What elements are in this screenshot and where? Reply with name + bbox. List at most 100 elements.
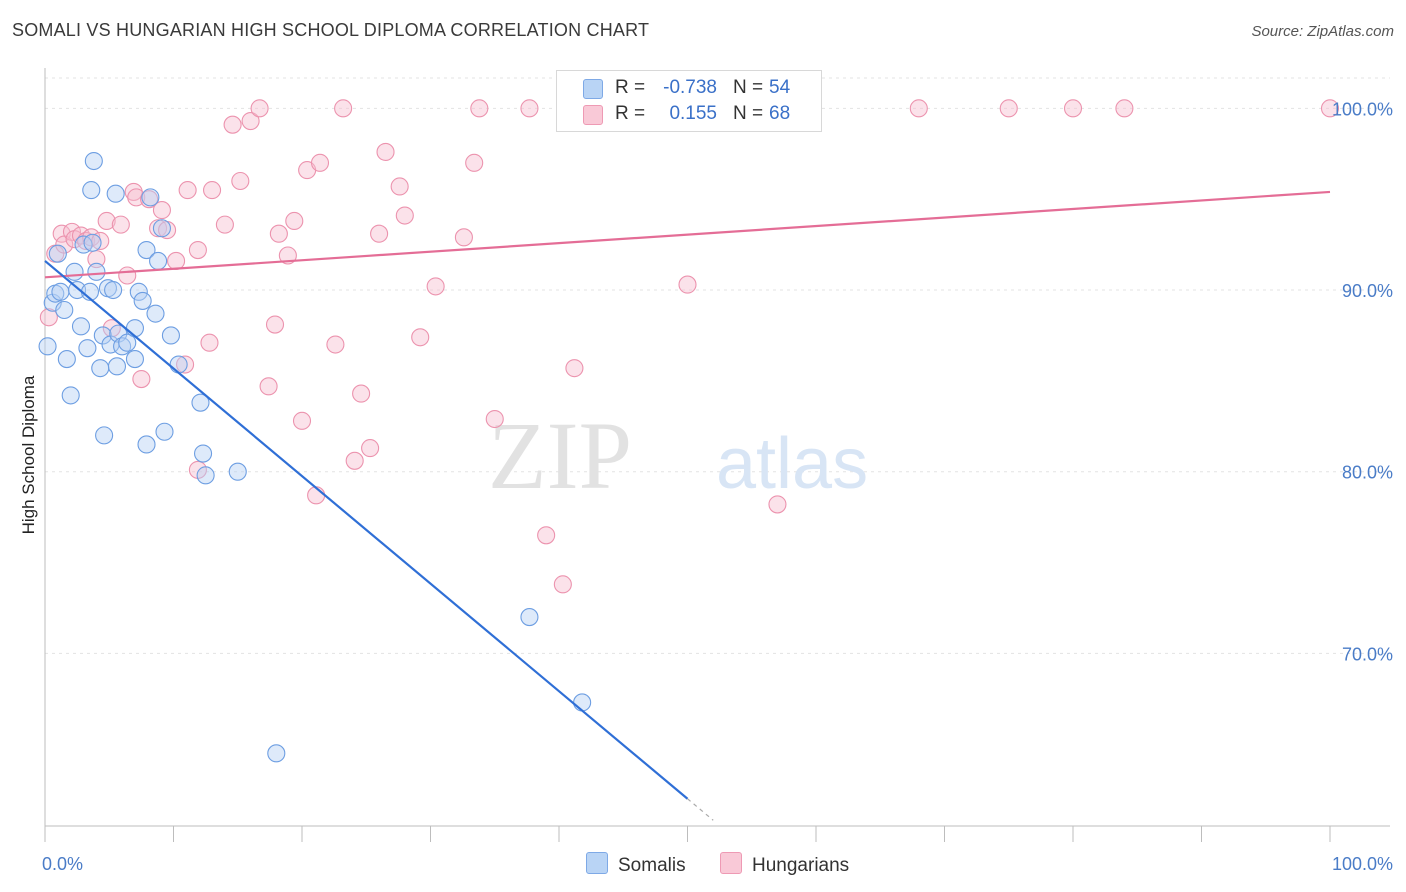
tick-labels: 70.0% 80.0% 90.0% 100.0% 0.0% 100.0% [42, 99, 1393, 874]
hungarians-point [370, 224, 389, 243]
hungarians-point [1115, 99, 1134, 118]
somalis-point [125, 319, 144, 338]
hungarians-point [999, 99, 1018, 118]
hungarians-point [167, 251, 186, 271]
n-value: 68 [769, 103, 791, 124]
somalis-trend-line [44, 260, 689, 800]
hungarians-point [395, 206, 414, 225]
hungarians-legend-label: Hungarians [752, 855, 850, 876]
source-label: Source: ZipAtlas.com [1251, 23, 1394, 40]
somalis-point [133, 291, 152, 310]
somalis-point [113, 337, 132, 356]
somalis-point [91, 359, 110, 378]
somalis-point [196, 466, 215, 485]
hungarians-point [111, 215, 130, 234]
hungarians-point [292, 411, 312, 430]
n-key: N = [733, 77, 764, 98]
hungarians-point [553, 575, 572, 594]
r-value: -0.738 [663, 77, 717, 98]
y-tick-label: 100.0% [1332, 99, 1393, 119]
hungarians-point [1063, 99, 1083, 118]
chart-title: SOMALI VS HUNGARIAN HIGH SCHOOL DIPLOMA … [12, 20, 650, 40]
hungarians-trend-line [44, 190, 1331, 279]
somalis-point [149, 251, 168, 271]
watermark-zip: ZIP [488, 402, 632, 509]
hungarians-point [454, 228, 473, 247]
somalis-point [141, 188, 160, 207]
somalis-trend-extension [687, 798, 714, 821]
hungarians-point [188, 241, 207, 260]
hungarians-point [310, 153, 330, 172]
hungarians-point [768, 495, 787, 514]
somalis-legend-label: Somalis [618, 855, 686, 876]
hungarians-legend-swatch [720, 852, 742, 874]
somalis-point [161, 326, 180, 345]
n-key: N = [733, 103, 764, 124]
hungarians-point [259, 377, 278, 396]
somalis-point [82, 181, 101, 200]
somalis-point [520, 608, 539, 627]
somalis-point [78, 339, 97, 358]
hungarians-point [411, 328, 430, 347]
x-tick-label-min: 0.0% [42, 854, 83, 874]
r-key: R = [615, 77, 646, 98]
series-legend: Somalis Hungarians [0, 850, 1406, 880]
hungarians-point [132, 370, 151, 389]
somalis-point [267, 744, 286, 763]
hungarians-point [215, 215, 234, 234]
somalis-point [137, 241, 156, 260]
hungarians-point [565, 359, 584, 378]
somalis-point [146, 304, 165, 323]
trend-lines [44, 190, 1331, 821]
somalis-points [38, 151, 592, 763]
somalis-point [87, 262, 106, 281]
hungarians-points [39, 99, 1340, 594]
somalis-point [83, 233, 102, 252]
somalis-point [74, 235, 93, 254]
somalis-point [169, 355, 188, 374]
somalis-swatch [583, 79, 603, 99]
somalis-point [65, 262, 84, 281]
hungarians-point [152, 201, 171, 220]
hungarians-point [97, 211, 116, 231]
y-tick-label: 70.0% [1342, 644, 1393, 664]
somalis-point [155, 422, 174, 441]
legend-item-hungarians[interactable]: Hungarians [720, 852, 849, 877]
y-axis-label: High School Diploma [19, 375, 38, 534]
hungarians-point [1320, 99, 1340, 118]
hungarians-point [223, 115, 242, 134]
hungarians-point [278, 246, 297, 265]
watermark-atlas: atlas [716, 424, 868, 504]
somalis-point [51, 282, 70, 301]
hungarians-point [361, 439, 380, 458]
hungarians-point [269, 224, 288, 243]
hungarians-point [231, 171, 250, 191]
somalis-point [57, 350, 76, 369]
y-tick-label: 90.0% [1342, 281, 1393, 301]
somalis-point [137, 435, 156, 454]
hungarians-point [345, 451, 364, 470]
somalis-point [194, 444, 213, 463]
legend-item-somalis[interactable]: Somalis [586, 852, 686, 877]
somalis-point [152, 219, 171, 238]
hungarians-point [376, 142, 395, 161]
hungarians-point [265, 315, 285, 334]
hungarians-point [118, 266, 137, 285]
hungarians-point [241, 112, 260, 131]
hungarians-point [285, 211, 304, 231]
somalis-point [129, 282, 148, 301]
somalis-point [71, 317, 91, 336]
axes [44, 68, 1390, 842]
somalis-point [93, 326, 112, 345]
legend-row-somalis: R = -0.738 N = 54 [557, 75, 821, 101]
hungarians-point [178, 181, 197, 200]
y-tick-label: 80.0% [1342, 463, 1393, 483]
grid-lines [45, 77, 1390, 654]
hungarians-point [203, 181, 222, 200]
hungarians-point [62, 222, 82, 241]
stats-legend: R = -0.738 N = 54 R = 0.155 N = 68 [556, 70, 822, 132]
hungarians-swatch [583, 105, 603, 125]
somalis-point [107, 357, 127, 376]
somalis-point [191, 393, 210, 412]
hungarians-point [390, 177, 409, 196]
